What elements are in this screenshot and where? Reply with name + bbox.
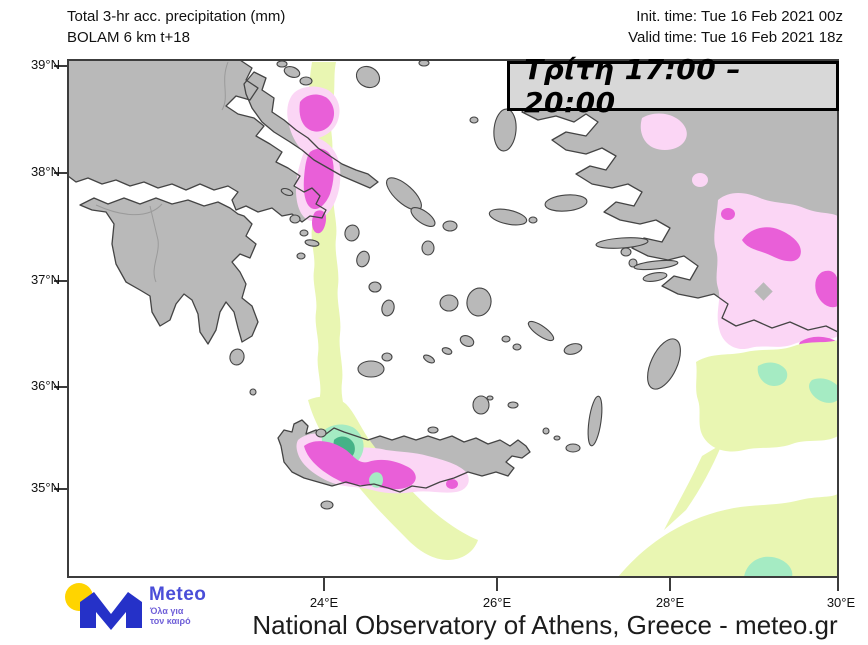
precip-light-connector — [664, 444, 722, 530]
precip-magenta-attica-north — [299, 94, 335, 132]
meteo-logo — [65, 583, 142, 630]
longitude-ticks — [323, 577, 839, 591]
regional-borders — [95, 61, 229, 283]
header-model-line: BOLAM 6 km t+18 — [67, 29, 190, 46]
lon-label-24e: 24°E — [309, 595, 339, 610]
precip-magenta-attica-south — [303, 148, 334, 210]
precip-mint-southeast-b — [809, 378, 838, 403]
precip-mint-bottom-corner — [744, 556, 793, 577]
lat-label-38n: 38°N — [30, 164, 60, 179]
precip-magenta-dot-crete — [446, 479, 458, 489]
precip-magenta-right-edge — [815, 270, 838, 308]
logo-m-icon — [80, 592, 142, 630]
lon-label-26e: 26°E — [482, 595, 512, 610]
lon-label-28e: 28°E — [655, 595, 685, 610]
logo-tagline-line1: Όλα για — [150, 606, 184, 616]
islands-group — [229, 59, 681, 510]
map-border — [67, 59, 839, 578]
lat-label-37n: 37°N — [30, 272, 60, 287]
precip-light-bottom-corner — [618, 494, 838, 577]
latitude-ticks — [54, 65, 68, 490]
time-banner: Τρίτη 17:00 – 20:00 — [507, 53, 839, 119]
precip-pink-dot-anatolia — [692, 173, 708, 187]
precip-magenta-anatolia-arc — [742, 227, 801, 262]
logo-brand-text: Meteo — [149, 584, 207, 605]
precip-light-southeast — [696, 340, 838, 452]
land-hole-in-pink — [754, 282, 773, 301]
precip-magenta-crete — [304, 441, 416, 490]
header-valid-time: Valid time: Tue 16 Feb 2021 18z — [628, 29, 843, 46]
time-banner-text: Τρίτη 17:00 – 20:00 — [524, 53, 741, 119]
lat-label-35n: 35°N — [30, 480, 60, 495]
precip-pink-anatolia-patch — [640, 113, 687, 150]
precip-pink-anatolia-east — [714, 193, 838, 350]
header-right: Init. time: Tue 16 Feb 2021 00z Valid ti… — [628, 6, 843, 48]
logo-tagline-line2: τον καιρό — [150, 616, 191, 626]
lat-label-36n: 36°N — [30, 378, 60, 393]
footer-credit: National Observatory of Athens, Greece -… — [252, 610, 838, 640]
lon-label-30e: 30°E — [826, 595, 856, 610]
precip-magenta-dot-anatolia — [721, 208, 735, 220]
lat-label-39n: 39°N — [30, 57, 60, 72]
precipitation-fields — [287, 62, 838, 577]
header-product-line: Total 3-hr acc. precipitation (mm) — [67, 8, 286, 25]
header-init-time: Init. time: Tue 16 Feb 2021 00z — [636, 8, 843, 25]
precip-mint-southeast-a — [757, 362, 788, 386]
header-left: Total 3-hr acc. precipitation (mm) BOLAM… — [67, 6, 285, 48]
